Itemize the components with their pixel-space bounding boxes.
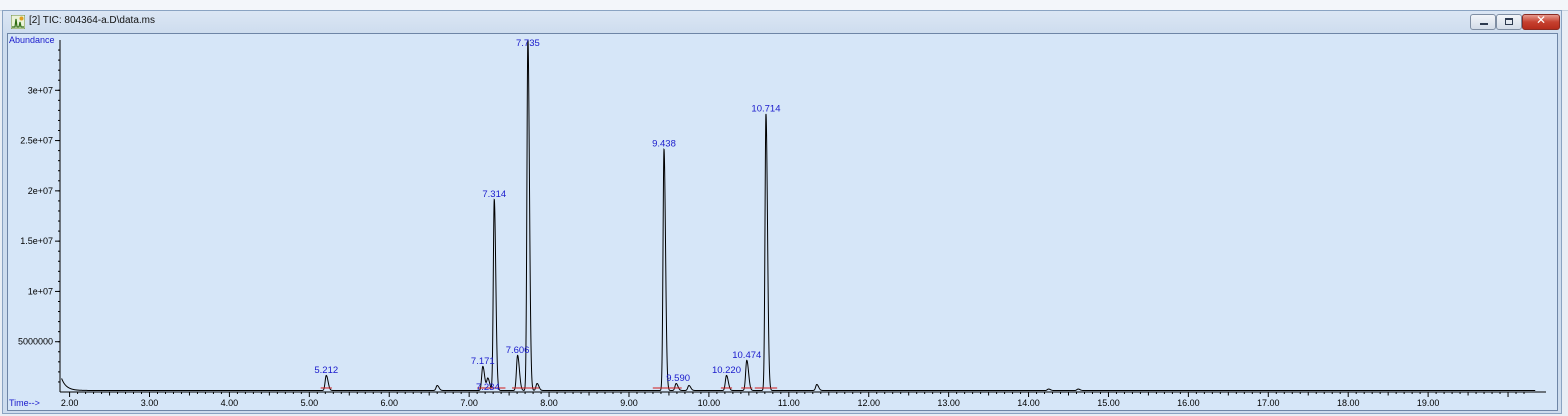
x-tick-label: 17.00 [1257, 398, 1280, 408]
x-tick-label: 16.00 [1177, 398, 1200, 408]
peak-label: 7.606 [506, 345, 530, 356]
close-icon: ✕ [1535, 13, 1547, 27]
y-tick-label: 5000000 [18, 337, 53, 347]
y-axis-label: Abundance [9, 35, 55, 45]
chromatogram-chart: 5000000 1e+07 1.5e+07 2e+07 2.5e+07 3e+07 2.0… [9, 35, 1546, 408]
window-title: [2] TIC: 804364-a.D\data.ms [29, 15, 155, 26]
x-tick-label: 4.00 [221, 398, 239, 408]
peak-label: 10.220 [712, 365, 741, 376]
maximize-icon [1505, 18, 1513, 25]
peak-label: 7.735 [516, 38, 540, 49]
x-tick-label: 6.00 [380, 398, 398, 408]
x-tick-label: 11.00 [778, 398, 800, 408]
x-tick-label: 8.00 [540, 398, 558, 408]
y-tick-label: 3e+07 [28, 85, 53, 95]
peak-label: 9.438 [652, 139, 676, 150]
y-tick-label: 1e+07 [28, 286, 53, 296]
peak-label: 7.171 [471, 356, 495, 367]
peak-label: 10.474 [732, 350, 761, 361]
x-tick-label: 5.00 [301, 398, 319, 408]
x-tick-label: 19.00 [1417, 398, 1440, 408]
x-tick-label: 2.00 [61, 398, 79, 408]
plot-area[interactable]: 5000000 1e+07 1.5e+07 2e+07 2.5e+07 3e+07 2.0… [7, 33, 1558, 411]
chromatogram-window: [2] TIC: 804364-a.D\data.ms ✕ 5000000 1e+… [2, 10, 1562, 414]
maximize-button[interactable] [1496, 14, 1522, 30]
x-tick-label: 14.00 [1017, 398, 1040, 408]
y-tick-label: 2.5e+07 [20, 136, 53, 146]
tic-trace [61, 39, 1536, 391]
x-tick-label: 18.00 [1337, 398, 1360, 408]
x-tick-label: 12.00 [857, 398, 880, 408]
title-bar[interactable]: [2] TIC: 804364-a.D\data.ms ✕ [3, 11, 1561, 33]
x-tick-label: 9.00 [620, 398, 638, 408]
peak-label: 7.314 [482, 189, 506, 200]
minimize-icon [1480, 23, 1488, 25]
close-button[interactable]: ✕ [1522, 13, 1560, 30]
peak-label: 7.234 [476, 382, 500, 393]
peak-label: 5.212 [314, 365, 338, 376]
x-tick-label: 10.00 [698, 398, 721, 408]
y-tick-label: 2e+07 [28, 186, 53, 196]
x-tick-label: 13.00 [937, 398, 960, 408]
x-tick-label: 15.00 [1097, 398, 1120, 408]
x-tick-label: 7.00 [460, 398, 478, 408]
chromatogram-app-icon [11, 15, 25, 29]
x-axis-label: Time--> [9, 398, 40, 408]
peak-label: 9.590 [666, 373, 690, 384]
y-tick-label: 1.5e+07 [20, 236, 53, 246]
peak-label: 10.714 [751, 103, 780, 114]
x-tick-label: 3.00 [141, 398, 159, 408]
minimize-button[interactable] [1470, 14, 1496, 30]
